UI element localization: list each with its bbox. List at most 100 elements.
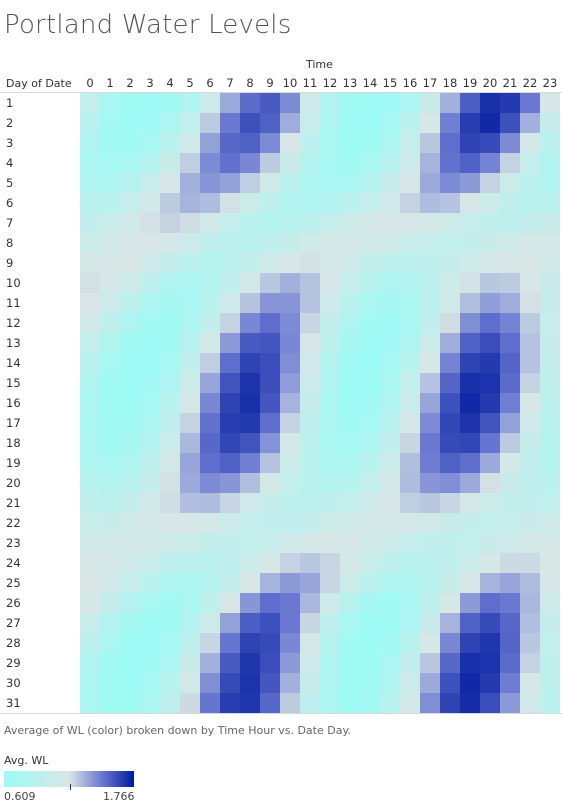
heatmap-cell[interactable]	[100, 413, 120, 433]
heatmap-cell[interactable]	[340, 193, 360, 213]
heatmap-cell[interactable]	[240, 533, 260, 553]
heatmap-cell[interactable]	[320, 213, 340, 233]
heatmap-cell[interactable]	[80, 493, 100, 513]
heatmap-cell[interactable]	[360, 313, 380, 333]
heatmap-cell[interactable]	[460, 473, 480, 493]
heatmap-cell[interactable]	[500, 273, 520, 293]
heatmap-cell[interactable]	[200, 473, 220, 493]
heatmap-cell[interactable]	[200, 653, 220, 673]
heatmap-cell[interactable]	[520, 373, 540, 393]
heatmap-cell[interactable]	[280, 393, 300, 413]
heatmap-cell[interactable]	[180, 513, 200, 533]
heatmap-cell[interactable]	[300, 593, 320, 613]
heatmap-cell[interactable]	[120, 513, 140, 533]
heatmap-cell[interactable]	[500, 653, 520, 673]
heatmap-cell[interactable]	[180, 293, 200, 313]
heatmap-cell[interactable]	[260, 593, 280, 613]
heatmap-cell[interactable]	[480, 573, 500, 593]
heatmap-cell[interactable]	[460, 553, 480, 573]
heatmap-cell[interactable]	[420, 573, 440, 593]
heatmap-cell[interactable]	[300, 273, 320, 293]
heatmap-cell[interactable]	[500, 213, 520, 233]
heatmap-cell[interactable]	[540, 473, 560, 493]
heatmap-cell[interactable]	[140, 493, 160, 513]
heatmap-cell[interactable]	[380, 133, 400, 153]
heatmap-cell[interactable]	[220, 373, 240, 393]
heatmap-cell[interactable]	[360, 433, 380, 453]
heatmap-cell[interactable]	[140, 393, 160, 413]
heatmap-cell[interactable]	[80, 293, 100, 313]
heatmap-cell[interactable]	[440, 133, 460, 153]
heatmap-cell[interactable]	[180, 113, 200, 133]
heatmap-cell[interactable]	[280, 513, 300, 533]
heatmap-cell[interactable]	[80, 353, 100, 373]
heatmap-cell[interactable]	[520, 533, 540, 553]
heatmap-cell[interactable]	[220, 253, 240, 273]
heatmap-cell[interactable]	[280, 633, 300, 653]
heatmap-cell[interactable]	[540, 493, 560, 513]
heatmap-cell[interactable]	[460, 533, 480, 553]
heatmap-cell[interactable]	[260, 133, 280, 153]
heatmap-cell[interactable]	[300, 213, 320, 233]
heatmap-cell[interactable]	[460, 353, 480, 373]
heatmap-cell[interactable]	[100, 193, 120, 213]
heatmap-cell[interactable]	[240, 573, 260, 593]
heatmap-cell[interactable]	[420, 93, 440, 113]
heatmap-cell[interactable]	[300, 173, 320, 193]
heatmap-cell[interactable]	[340, 553, 360, 573]
heatmap-cell[interactable]	[80, 693, 100, 713]
heatmap-cell[interactable]	[480, 133, 500, 153]
heatmap-cell[interactable]	[280, 93, 300, 113]
heatmap-cell[interactable]	[180, 553, 200, 573]
heatmap-cell[interactable]	[420, 213, 440, 233]
heatmap-cell[interactable]	[180, 593, 200, 613]
heatmap-cell[interactable]	[460, 333, 480, 353]
heatmap-cell[interactable]	[540, 593, 560, 613]
heatmap-cell[interactable]	[260, 193, 280, 213]
heatmap-cell[interactable]	[260, 573, 280, 593]
heatmap-cell[interactable]	[180, 613, 200, 633]
heatmap-cell[interactable]	[120, 153, 140, 173]
heatmap-cell[interactable]	[500, 353, 520, 373]
heatmap-cell[interactable]	[120, 93, 140, 113]
heatmap-cell[interactable]	[460, 593, 480, 613]
heatmap-cell[interactable]	[300, 113, 320, 133]
heatmap-cell[interactable]	[300, 573, 320, 593]
heatmap-cell[interactable]	[280, 493, 300, 513]
heatmap-cell[interactable]	[400, 633, 420, 653]
heatmap-cell[interactable]	[400, 393, 420, 413]
heatmap-cell[interactable]	[360, 153, 380, 173]
heatmap-cell[interactable]	[440, 653, 460, 673]
heatmap-cell[interactable]	[380, 293, 400, 313]
heatmap-cell[interactable]	[100, 453, 120, 473]
heatmap-cell[interactable]	[360, 613, 380, 633]
heatmap-cell[interactable]	[440, 453, 460, 473]
heatmap-cell[interactable]	[120, 653, 140, 673]
heatmap-cell[interactable]	[100, 293, 120, 313]
heatmap-cell[interactable]	[540, 153, 560, 173]
heatmap-cell[interactable]	[420, 673, 440, 693]
heatmap-cell[interactable]	[140, 113, 160, 133]
heatmap-cell[interactable]	[380, 233, 400, 253]
heatmap-cell[interactable]	[340, 333, 360, 353]
heatmap-cell[interactable]	[540, 173, 560, 193]
heatmap-cell[interactable]	[320, 153, 340, 173]
heatmap-cell[interactable]	[140, 653, 160, 673]
heatmap-cell[interactable]	[160, 333, 180, 353]
heatmap-cell[interactable]	[200, 313, 220, 333]
heatmap-cell[interactable]	[320, 353, 340, 373]
heatmap-cell[interactable]	[160, 493, 180, 513]
heatmap-cell[interactable]	[440, 293, 460, 313]
heatmap-cell[interactable]	[180, 493, 200, 513]
heatmap-cell[interactable]	[260, 393, 280, 413]
heatmap-cell[interactable]	[280, 613, 300, 633]
heatmap-cell[interactable]	[380, 413, 400, 433]
heatmap-cell[interactable]	[380, 193, 400, 213]
heatmap-cell[interactable]	[160, 593, 180, 613]
heatmap-cell[interactable]	[460, 413, 480, 433]
heatmap-cell[interactable]	[200, 573, 220, 593]
heatmap-cell[interactable]	[160, 433, 180, 453]
heatmap-cell[interactable]	[420, 333, 440, 353]
heatmap-cell[interactable]	[100, 433, 120, 453]
heatmap-cell[interactable]	[540, 533, 560, 553]
